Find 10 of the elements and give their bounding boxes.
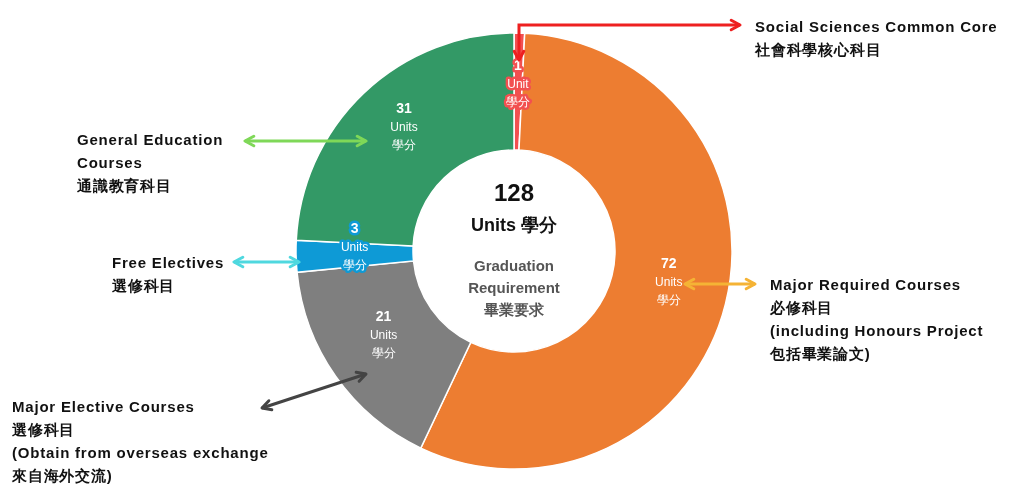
data-label: 31 Units 學分 [390, 100, 418, 153]
slice-label: General Education Courses 通識教育科目 [76, 131, 224, 194]
text: Graduation Requirement 畢業要求 [468, 257, 560, 318]
slice-label: Major Required Courses 必修科目 (including Honours Project 包括畢業論文) [769, 276, 984, 362]
data-label: 72 Units 學分 [655, 254, 683, 307]
text: 128 Units 學分 [470, 179, 558, 235]
slice-label: Social Sciences Common Core 社會科學核心科目 [754, 18, 998, 58]
slice-label: Major Elective Courses 選修科目 (Obtain from overseas exchange 來自海外交流) [11, 398, 269, 484]
slice-label: Free Electives 選修科目 [111, 254, 225, 294]
data-label: 21 Units 學分 [369, 307, 398, 360]
